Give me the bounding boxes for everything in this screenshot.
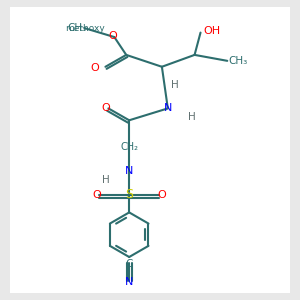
Text: CH₃: CH₃ <box>68 22 87 32</box>
Text: O: O <box>158 190 166 200</box>
Text: N: N <box>164 103 172 113</box>
Text: H: H <box>101 175 109 185</box>
Text: C: C <box>125 260 133 269</box>
Text: O: O <box>109 31 117 40</box>
Text: H: H <box>188 112 196 122</box>
Text: CH₂: CH₂ <box>120 142 138 152</box>
Text: CH₃: CH₃ <box>229 56 248 66</box>
Text: N: N <box>125 277 134 287</box>
Text: S: S <box>125 188 133 201</box>
Text: methoxy: methoxy <box>65 24 104 33</box>
Text: OH: OH <box>203 26 220 36</box>
Text: O: O <box>91 63 99 73</box>
Text: O: O <box>92 190 101 200</box>
Text: H: H <box>171 80 179 90</box>
Text: O: O <box>101 103 110 113</box>
Text: methoxy: methoxy <box>80 27 86 28</box>
Text: N: N <box>125 166 134 176</box>
